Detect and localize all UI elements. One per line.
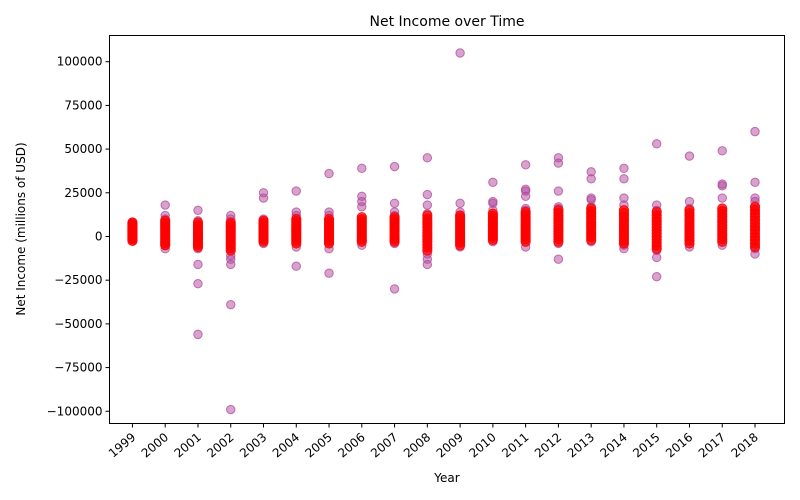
- y-tick-label: −75000: [54, 361, 102, 375]
- x-tick-label: 2007: [368, 430, 400, 460]
- x-tick-label: 2011: [499, 430, 531, 460]
- scatter-point: [226, 404, 236, 415]
- x-tick-label: 2004: [270, 430, 302, 460]
- scatter-point: [684, 151, 695, 161]
- scatter-point: [553, 158, 564, 168]
- x-tick-label: 2000: [139, 430, 171, 460]
- x-tick-label: 2012: [532, 430, 564, 460]
- scatter-point: [193, 205, 203, 215]
- y-tick-label: 100000: [57, 55, 103, 69]
- scatter-point: [389, 284, 400, 294]
- scatter-point: [487, 208, 498, 219]
- scatter-point: [749, 201, 761, 212]
- scatter-point: [455, 210, 466, 221]
- scatter-point: [389, 212, 400, 223]
- y-tick-label: 25000: [64, 186, 102, 200]
- scatter-point: [422, 153, 433, 163]
- scatter-point: [160, 200, 170, 210]
- scatter-point: [652, 271, 662, 282]
- x-tick-label: 2015: [630, 430, 662, 460]
- scatter-point: [324, 168, 334, 179]
- scatter-point: [225, 217, 236, 228]
- scatter-point: [619, 174, 629, 184]
- y-axis-title: Net Income (millions of USD): [14, 142, 28, 315]
- y-axis: −100000 −75000 −50000 −25000 0 25000 50000 7500…: [47, 55, 110, 418]
- scatter-point: [422, 210, 433, 221]
- scatter-point: [618, 205, 630, 216]
- y-tick-label: −25000: [54, 273, 102, 287]
- scatter-point: [193, 278, 203, 289]
- scatter-point: [684, 205, 695, 216]
- y-tick-label: 75000: [64, 98, 102, 112]
- x-tick-label: 2018: [729, 430, 761, 460]
- scatter-point: [127, 217, 138, 228]
- y-tick-label: 0: [95, 229, 103, 243]
- scatter-point: [160, 215, 171, 226]
- scatter-point: [717, 146, 727, 156]
- scatter-point: [226, 299, 236, 310]
- x-tick-label: 1999: [106, 430, 138, 460]
- y-tick-label: −50000: [54, 317, 102, 331]
- x-tick-label: 2002: [204, 430, 236, 460]
- scatter-point: [323, 213, 335, 225]
- x-tick-label: 2017: [696, 430, 728, 460]
- x-tick-label: 2009: [434, 430, 466, 460]
- x-tick-label: 2016: [663, 430, 695, 460]
- scatter-point: [717, 203, 728, 214]
- x-tick-label: 2006: [335, 430, 367, 460]
- scatter-point: [291, 186, 301, 196]
- scatter-point: [389, 161, 400, 172]
- scatter-point: [520, 191, 531, 201]
- scatter-point: [586, 203, 597, 214]
- scatter-point: [226, 259, 236, 270]
- x-axis: 1999 2000 2001 2002 2003 2004 2005 2006 2007 2008…: [106, 423, 761, 460]
- chart-title: Net Income over Time: [370, 14, 525, 30]
- scatter-point: [357, 202, 367, 212]
- scatter-point: [553, 205, 564, 216]
- x-tick-label: 2010: [466, 430, 498, 460]
- x-tick-label: 2005: [303, 430, 335, 460]
- scatter-point: [357, 163, 367, 174]
- scatter-point: [717, 181, 727, 191]
- y-tick-label: −100000: [47, 404, 103, 418]
- scatter-point: [520, 206, 531, 218]
- scatter-point: [455, 198, 465, 208]
- scatter-point: [422, 189, 433, 200]
- scatter-point: [750, 126, 760, 137]
- scatter-point: [652, 252, 662, 263]
- x-tick-label: 2003: [237, 430, 269, 460]
- plot-marks: [127, 48, 761, 415]
- y-tick-label: 50000: [64, 142, 102, 156]
- scatter-point: [553, 186, 564, 196]
- scatter-point: [619, 163, 629, 174]
- scatter-point: [389, 198, 400, 208]
- scatter-point: [356, 212, 367, 223]
- scatter-point: [193, 329, 203, 340]
- x-tick-label: 2001: [171, 430, 203, 460]
- scatter-point: [192, 217, 204, 228]
- scatter-point: [193, 259, 203, 270]
- x-axis-title: Year: [433, 471, 459, 485]
- scatter-point: [586, 174, 596, 184]
- scatter-point: [258, 215, 269, 226]
- scatter-point: [651, 206, 662, 218]
- scatter-point: [291, 213, 302, 225]
- scatter-point: [717, 193, 727, 203]
- scatter-point: [750, 177, 760, 188]
- x-tick-label: 2008: [401, 430, 433, 460]
- x-tick-label: 2014: [597, 430, 629, 460]
- scatter-point: [324, 268, 334, 278]
- scatter-point: [520, 160, 531, 170]
- scatter-point: [553, 254, 564, 264]
- scatter-point: [488, 177, 498, 188]
- scatter-point: [258, 193, 269, 203]
- plot-frame: [109, 35, 785, 424]
- scatter-point: [422, 200, 433, 210]
- scatter-point: [652, 139, 662, 149]
- x-tick-label: 2013: [565, 430, 597, 460]
- scatter-point: [291, 261, 301, 271]
- scatter-point: [455, 48, 465, 58]
- scatter-point: [422, 259, 433, 270]
